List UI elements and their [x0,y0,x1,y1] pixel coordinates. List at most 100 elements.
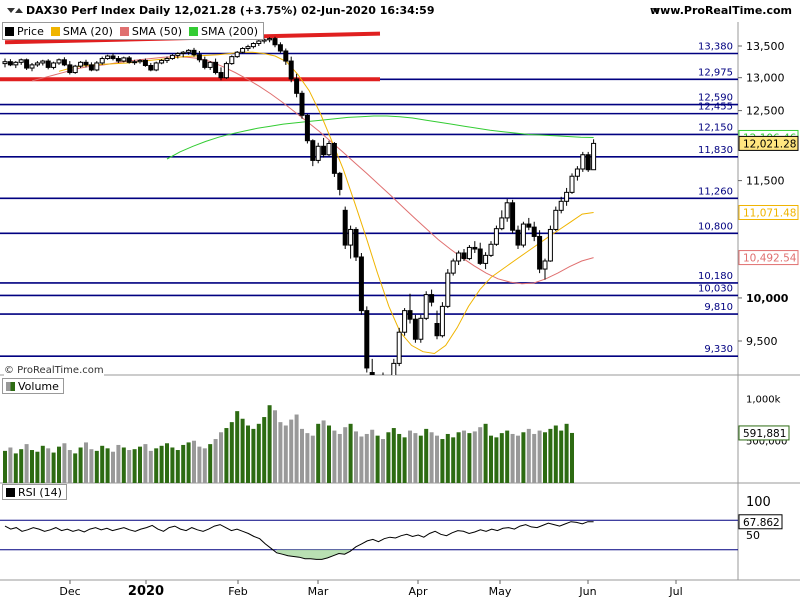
candle-body [591,142,597,171]
volume-bar [370,429,375,483]
candle-body [331,142,337,174]
x-tick-label: Feb [228,585,247,598]
volume-bar [143,444,148,483]
support-line-label: 9,330 [704,344,733,355]
volume-bar [84,442,88,483]
candle-body [569,175,575,193]
volume-bar [278,422,283,483]
volume-bar [327,425,331,483]
candle-body [164,58,170,61]
candle-body [56,59,62,64]
volume-bar [127,450,132,483]
x-tick-label: Jun [578,585,596,598]
volume-bar [391,428,396,483]
volume-bar [526,428,531,483]
volume-bar [337,433,342,483]
volume-bar [40,445,45,483]
candle-body [180,51,186,54]
candle-body [574,168,580,177]
candle-body [412,318,418,340]
legend-label-sma200: SMA (200) [201,24,259,38]
candle-body [142,59,148,67]
expand-icon[interactable] [651,5,661,15]
volume-tag-label: 591,881 [743,428,786,440]
candle-body [304,114,310,142]
volume-bar [13,453,18,483]
support-line-label: 11,830 [698,145,733,156]
support-line-label: 13,380 [698,41,733,52]
volume-bar [57,446,61,483]
x-tick-label: Mar [308,585,329,598]
arrow-up-icon[interactable] [14,5,24,15]
volume-bar [489,435,493,483]
volume-bar [35,451,40,483]
support-line-label: 12,455 [698,102,733,113]
volume-panel-label[interactable]: Volume [2,378,64,394]
volume-bar [548,428,553,483]
legend-item-price[interactable]: Price [3,23,49,39]
volume-bar [289,419,294,483]
volume-bar [100,445,105,483]
candle-body [326,142,332,156]
legend-label-sma20: SMA (20) [62,24,113,38]
candle-body [585,154,591,171]
volume-bar [375,435,380,483]
candle-body [547,228,553,262]
arrow-down-icon[interactable] [6,5,16,15]
volume-bar [283,425,288,483]
candle-body [288,60,294,80]
volume-bar [516,435,520,483]
support-line-label: 10,180 [698,271,733,282]
candle-body [504,202,510,219]
site-name: www.ProRealTime.com [649,4,792,17]
volume-bar [175,450,180,483]
candle-body [61,59,67,66]
candle-body [240,47,246,53]
legend-item-sma20[interactable]: SMA (20) [49,23,118,39]
volume-bar [46,448,51,483]
volume-bar [305,433,310,483]
rsi-panel-label[interactable]: RSI (14) [2,484,67,500]
candle-body [342,209,348,246]
candle-body [40,60,46,64]
volume-bar [148,450,153,483]
volume-bar [381,439,385,483]
candle-body [202,59,208,68]
candle-body [402,310,408,333]
volume-bar [559,430,564,483]
volume-bar [564,423,569,483]
candle-body [7,61,13,66]
candle-body [299,92,305,116]
volume-bar [89,449,94,483]
candle-body [369,372,375,375]
volume-bar [192,440,196,483]
x-tick-label: 2020 [128,584,164,599]
volume-bar [445,433,450,483]
volume-bar [186,442,191,483]
candle-body [337,172,343,190]
candle-body [310,140,316,161]
volume-bar [467,433,472,483]
rsi-tag [738,514,783,530]
volume-bar [483,423,488,483]
volume-bar [408,430,412,483]
candle-body [461,252,467,260]
sma50-line [31,56,594,285]
candle-body [126,57,132,63]
candle-body [358,256,364,312]
candle-body [294,78,300,94]
candle-body [526,223,532,228]
candle-body [115,58,121,62]
legend-item-sma50[interactable]: SMA (50) [118,23,187,39]
volume-bar [262,417,267,483]
volume-bar [197,446,202,483]
x-tick-label: Jul [668,585,682,598]
candle-body [207,61,213,68]
volume-bar [267,405,272,483]
volume-bar [310,435,315,483]
candle-body [315,145,321,161]
volume-bar [154,448,159,483]
legend-item-sma200[interactable]: SMA (200) [187,23,263,39]
rsi-label: RSI (14) [18,485,62,499]
